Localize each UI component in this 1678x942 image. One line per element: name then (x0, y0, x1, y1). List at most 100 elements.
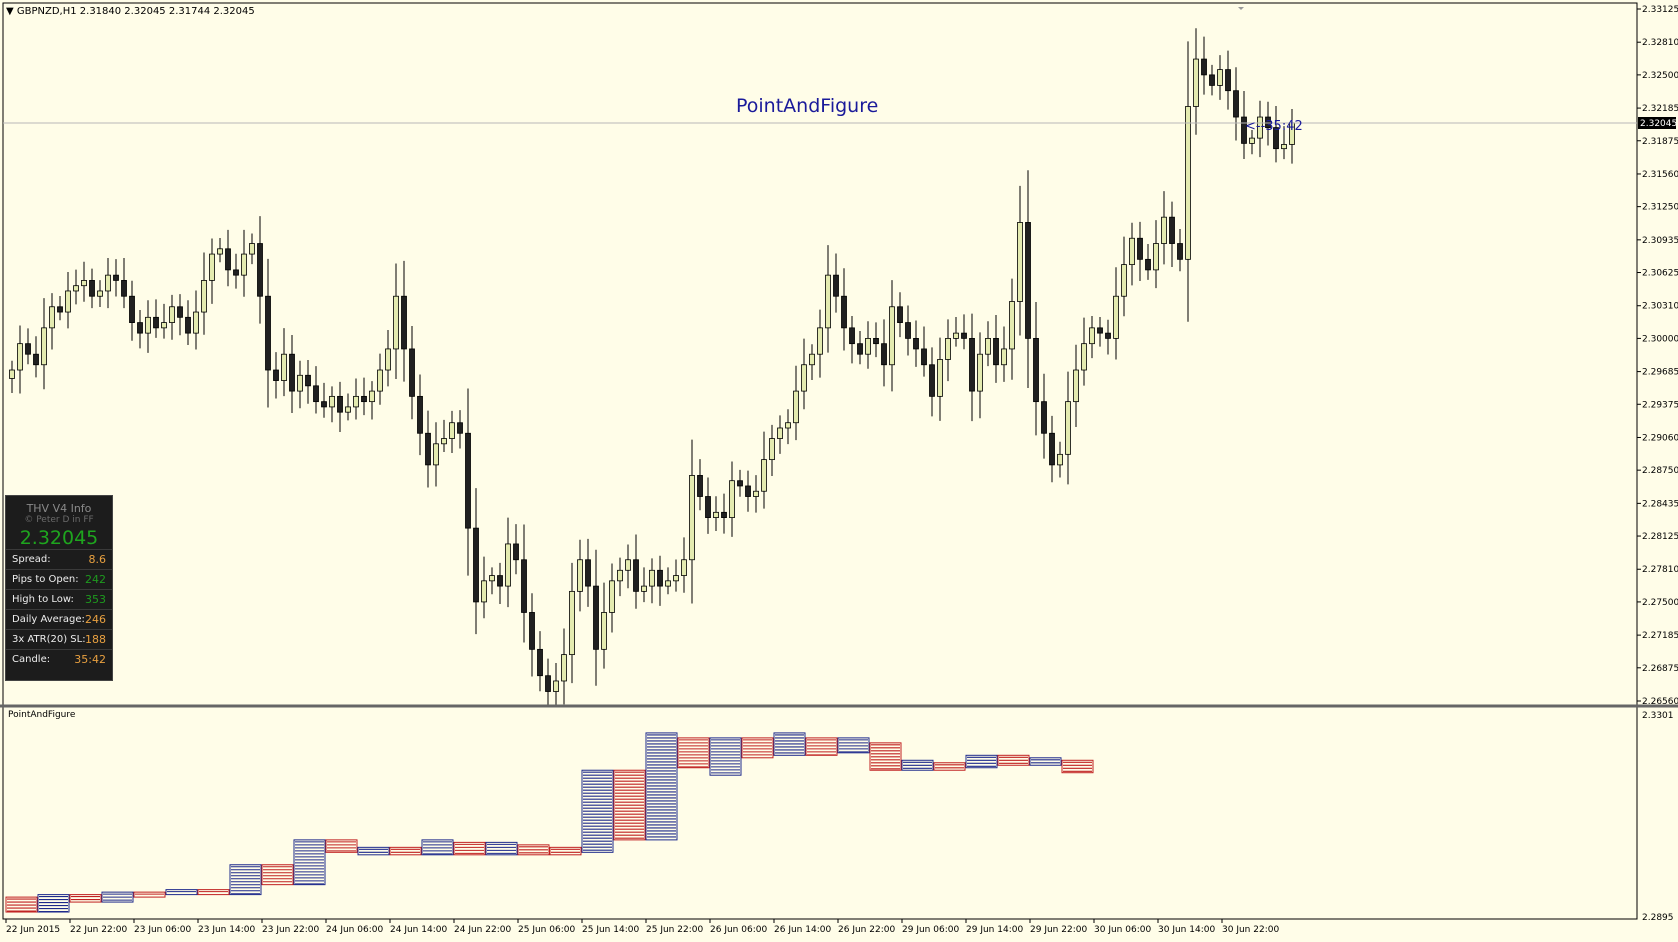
bull-candle-body (353, 395, 359, 408)
bear-candle-body (737, 480, 743, 487)
candle (433, 422, 439, 487)
candle (1241, 90, 1247, 159)
pf-o-column (805, 737, 838, 756)
pf-column-box (709, 737, 742, 776)
bull-candle-body (713, 511, 719, 518)
bear-candle-body (321, 401, 327, 408)
bear-candle-body (129, 295, 135, 323)
candle (785, 409, 791, 445)
bull-candle-body (1121, 264, 1127, 297)
candle (865, 321, 871, 369)
candle (1185, 41, 1191, 322)
bull-candle-body (345, 406, 351, 413)
pf-o-column (325, 839, 358, 853)
candle (681, 537, 687, 593)
current-price-text: 2.32045 (1640, 119, 1677, 129)
price-tick-label: 2.30310 (1642, 302, 1678, 312)
bull-candle-body (169, 306, 175, 323)
bear-candle-body (233, 269, 239, 276)
candle (657, 555, 663, 606)
bear-candle-body (529, 612, 535, 650)
bear-candle-body (1097, 327, 1103, 334)
subwindow-title: PointAndFigure (8, 710, 76, 720)
candle (193, 290, 199, 350)
bear-candle-body (593, 585, 599, 650)
info-panel-rows: Spread: 8.6 Pips to Open: 242 High to Low: 35… (6, 549, 112, 669)
time-tick-label: 23 Jun 14:00 (198, 925, 255, 935)
candle (297, 360, 303, 409)
time-tick-label: 23 Jun 06:00 (134, 925, 191, 935)
candle (305, 360, 311, 404)
bull-candle-body (105, 274, 111, 292)
pf-o-column (5, 896, 38, 913)
candle (1273, 105, 1279, 163)
bear-candle-body (1233, 90, 1239, 118)
candle (337, 381, 343, 432)
bear-candle-body (1265, 116, 1271, 128)
price-tick-label: 2.32500 (1642, 71, 1678, 81)
bull-candle-body (217, 248, 223, 255)
bear-candle-body (153, 316, 159, 329)
pf-x-column (421, 839, 454, 856)
bull-candle-body (753, 490, 759, 497)
candle (689, 439, 695, 604)
candle (129, 280, 135, 341)
candle (929, 347, 935, 417)
time-tick-label: 29 Jun 14:00 (966, 925, 1023, 935)
bull-candle-body (329, 395, 335, 408)
bull-candle-body (481, 580, 487, 603)
info-row-label: Spread: (12, 554, 51, 565)
candle (465, 388, 471, 576)
candle (729, 461, 735, 537)
candle (537, 631, 543, 692)
bear-candle-body (113, 274, 119, 281)
pf-o-column (69, 894, 102, 903)
bull-candle-body (369, 390, 375, 403)
pf-x-column (165, 889, 198, 896)
time-tick-label: 30 Jun 14:00 (1158, 925, 1215, 935)
bull-candle-body (1249, 137, 1255, 144)
bull-candle-body (73, 285, 79, 292)
bear-candle-body (537, 648, 543, 677)
candle (1089, 315, 1095, 359)
info-row-value: 8.6 (88, 553, 107, 566)
time-tick-label: 26 Jun 06:00 (710, 925, 767, 935)
pf-o-column (613, 769, 646, 841)
bear-candle-body (721, 511, 727, 518)
bear-candle-body (57, 306, 63, 313)
candle (953, 317, 959, 347)
bull-candle-body (1129, 237, 1135, 266)
candle (257, 216, 263, 324)
bull-candle-body (393, 295, 399, 350)
info-panel: THV V4 Info © Peter D in FF 2.32045 Spre… (5, 495, 113, 681)
time-axis: 22 Jun 2015 22 Jun 22:00 23 Jun 06:00 23 Ju… (5, 919, 1279, 935)
time-tick-label: 24 Jun 06:00 (326, 925, 383, 935)
bull-candle-body (609, 580, 615, 613)
info-row-value: 353 (85, 593, 106, 606)
pf-x-column (293, 839, 326, 886)
candle (569, 562, 575, 684)
bull-candle-body (1073, 369, 1079, 403)
candle (905, 305, 911, 356)
info-row-label: Pips to Open: (12, 574, 79, 585)
pf-o-column (549, 846, 582, 856)
pf-o-column (741, 737, 774, 759)
bear-candle-body (497, 575, 503, 587)
bull-candle-body (489, 575, 495, 582)
shift-marker-icon[interactable] (1238, 7, 1244, 10)
candle (1025, 170, 1031, 388)
bull-candle-body (1217, 69, 1223, 86)
bear-candle-body (273, 369, 279, 381)
price-tick-label: 2.27500 (1642, 598, 1678, 608)
candle (633, 534, 639, 609)
bull-candle-body (673, 575, 679, 582)
bull-candle-body (1001, 348, 1007, 366)
candle (585, 538, 591, 607)
candle (833, 253, 839, 313)
candle (1001, 326, 1007, 382)
candle (1233, 67, 1239, 141)
bear-candle-body (185, 316, 191, 334)
info-row: High to Low: 353 (6, 589, 112, 609)
pf-o-column (453, 841, 486, 856)
